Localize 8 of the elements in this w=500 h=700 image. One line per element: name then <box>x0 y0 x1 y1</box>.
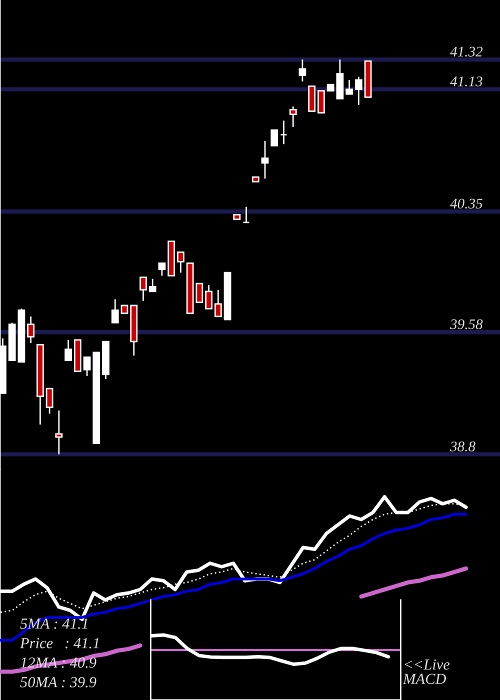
y-tick-label: 41.32 <box>450 46 482 57</box>
y-tick-label: 38.8 <box>450 442 476 452</box>
y-tick-label: 40.35 <box>450 198 482 209</box>
y-tick-label: 41.13 <box>450 76 482 86</box>
annotation: <<Live MACD <box>402 659 450 684</box>
text: 50MA : 39.9 <box>20 677 96 688</box>
annotation: Price : 41.1 <box>20 638 99 648</box>
y-tick-label: 39.58 <box>450 319 483 330</box>
